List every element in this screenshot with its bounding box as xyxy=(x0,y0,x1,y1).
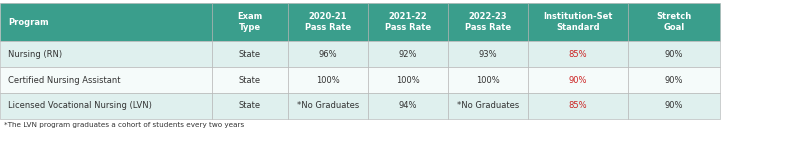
Bar xyxy=(212,93,288,119)
Bar xyxy=(628,93,720,119)
Text: 100%: 100% xyxy=(396,76,420,85)
Bar xyxy=(628,41,720,67)
Text: 92%: 92% xyxy=(398,49,418,58)
Text: 2020-21
Pass Rate: 2020-21 Pass Rate xyxy=(305,12,351,32)
Bar xyxy=(448,67,528,93)
Text: 100%: 100% xyxy=(476,76,500,85)
Bar xyxy=(528,67,628,93)
Bar xyxy=(448,93,528,119)
Text: State: State xyxy=(239,102,261,110)
Bar xyxy=(368,67,448,93)
Text: Licensed Vocational Nursing (LVN): Licensed Vocational Nursing (LVN) xyxy=(8,102,152,110)
Bar xyxy=(528,93,628,119)
Text: Certified Nursing Assistant: Certified Nursing Assistant xyxy=(8,76,121,85)
Text: Institution-Set
Standard: Institution-Set Standard xyxy=(543,12,613,32)
Bar xyxy=(628,3,720,41)
Text: State: State xyxy=(239,49,261,58)
Bar xyxy=(212,41,288,67)
Bar xyxy=(288,41,368,67)
Bar xyxy=(0,3,212,41)
Text: 90%: 90% xyxy=(665,102,683,110)
Bar xyxy=(628,67,720,93)
Text: Stretch
Goal: Stretch Goal xyxy=(656,12,692,32)
Text: 85%: 85% xyxy=(569,102,587,110)
Text: Exam
Type: Exam Type xyxy=(238,12,262,32)
Text: 2021-22
Pass Rate: 2021-22 Pass Rate xyxy=(385,12,431,32)
Text: State: State xyxy=(239,76,261,85)
Bar xyxy=(288,67,368,93)
Text: 93%: 93% xyxy=(478,49,498,58)
Bar xyxy=(368,93,448,119)
Bar xyxy=(528,41,628,67)
Bar xyxy=(368,3,448,41)
Text: 94%: 94% xyxy=(398,102,418,110)
Bar xyxy=(212,3,288,41)
Text: *No Graduates: *No Graduates xyxy=(297,102,359,110)
Text: *No Graduates: *No Graduates xyxy=(457,102,519,110)
Text: Nursing (RN): Nursing (RN) xyxy=(8,49,62,58)
Bar xyxy=(448,3,528,41)
Bar xyxy=(0,67,212,93)
Text: 85%: 85% xyxy=(569,49,587,58)
Text: 90%: 90% xyxy=(665,49,683,58)
Bar xyxy=(448,41,528,67)
Bar xyxy=(0,41,212,67)
Bar xyxy=(288,93,368,119)
Bar xyxy=(288,3,368,41)
Bar xyxy=(212,67,288,93)
Text: 96%: 96% xyxy=(318,49,338,58)
Bar xyxy=(528,3,628,41)
Bar xyxy=(368,41,448,67)
Text: 100%: 100% xyxy=(316,76,340,85)
Bar xyxy=(0,93,212,119)
Text: 90%: 90% xyxy=(665,76,683,85)
Text: Program: Program xyxy=(8,18,49,27)
Text: 90%: 90% xyxy=(569,76,587,85)
Text: 2022-23
Pass Rate: 2022-23 Pass Rate xyxy=(465,12,511,32)
Text: *The LVN program graduates a cohort of students every two years: *The LVN program graduates a cohort of s… xyxy=(4,122,244,128)
